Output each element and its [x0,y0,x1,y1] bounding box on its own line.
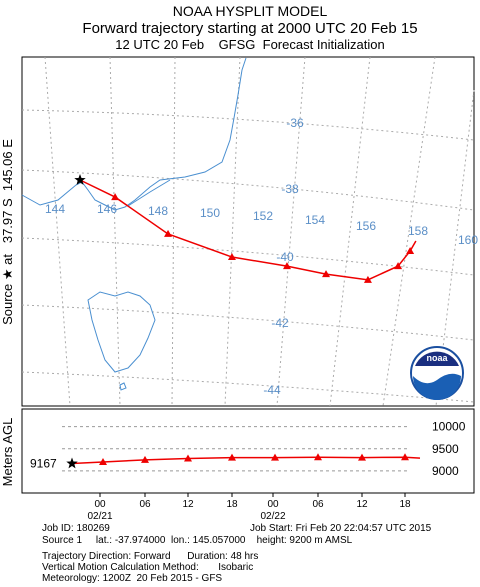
footer-source: Source 1 lat.: -37.974000 lon.: 145.0570… [42,535,353,546]
start-star [66,457,78,469]
trajectory-marker [282,262,291,270]
y-tick-label: 9500 [432,442,459,456]
footer-meteorology: Meteorology: 1200Z 20 Feb 2015 - GFS [42,573,222,584]
trajectory-marker [394,262,403,270]
start-height-label: 9167 [30,457,57,471]
lon-label: 152 [253,209,273,223]
lat-label: -40 [276,250,294,264]
lon-label: 146 [97,202,117,216]
x-tick-label: 00 [267,499,279,510]
trajectory-line [79,179,417,281]
trajectory-marker [164,229,173,237]
x-tick-label: 06 [312,499,324,510]
date-label: 02/21 [87,511,112,522]
lon-label: 158 [408,224,428,238]
trajectory-marker [322,270,331,278]
lon-label: 144 [45,202,65,216]
trajectory-marker [363,275,372,283]
svg-text:noaa: noaa [426,353,448,363]
source-star [74,174,86,185]
height-line [71,456,421,465]
y-tick-label: 10000 [432,420,466,434]
graticule [21,56,475,407]
x-tick-label: 06 [139,499,151,510]
lon-label: 160 [458,233,478,247]
height-marker [141,455,149,463]
map-frame [21,56,475,407]
height-marker [228,453,236,461]
footer-direction: Trajectory Direction: Forward Duration: … [42,551,258,562]
noaa-logo: noaa [410,346,464,400]
x-tick-label: 12 [356,499,368,510]
x-tick-label: 00 [94,499,106,510]
lon-label: 148 [148,204,168,218]
date-label: 02/22 [260,511,285,522]
lon-label: 156 [356,219,376,233]
init-line: 12 UTC 20 Feb GFSG Forecast Initializati… [115,37,385,52]
lon-label: 154 [305,213,325,227]
lat-label: -42 [271,316,289,330]
x-tick-label: 18 [399,499,411,510]
x-tick-label: 12 [182,499,194,510]
lat-label: -36 [286,116,304,130]
height-marker [314,453,322,461]
footer-job-start: Job Start: Fri Feb 20 22:04:57 UTC 2015 [250,523,432,534]
lat-label: -44 [263,383,281,397]
coastline [21,57,247,391]
trajectory-marker [412,237,420,244]
footer-method: Vertical Motion Calculation Method: Isob… [42,562,253,573]
y-tick-label: 9000 [432,464,459,478]
height-marker [271,453,279,461]
source-label: Source ★ at 37.97 S 145.06 E [0,139,15,325]
x-tick-label: 18 [226,499,238,510]
trajectory-marker [406,247,415,255]
height-marker [99,458,107,466]
footer-job-id: Job ID: 180269 [42,523,110,534]
y-axis-label: Meters AGL [0,418,15,487]
height-frame [21,408,475,494]
lon-label: 150 [200,206,220,220]
height-marker [184,454,192,462]
height-marker [358,453,366,461]
title: NOAA HYSPLIT MODEL [173,3,328,19]
trajectory-marker [227,253,236,261]
lat-label: -38 [281,182,299,196]
height-marker [401,453,409,461]
trajectory-marker [111,193,120,201]
subtitle: Forward trajectory starting at 2000 UTC … [82,20,417,37]
